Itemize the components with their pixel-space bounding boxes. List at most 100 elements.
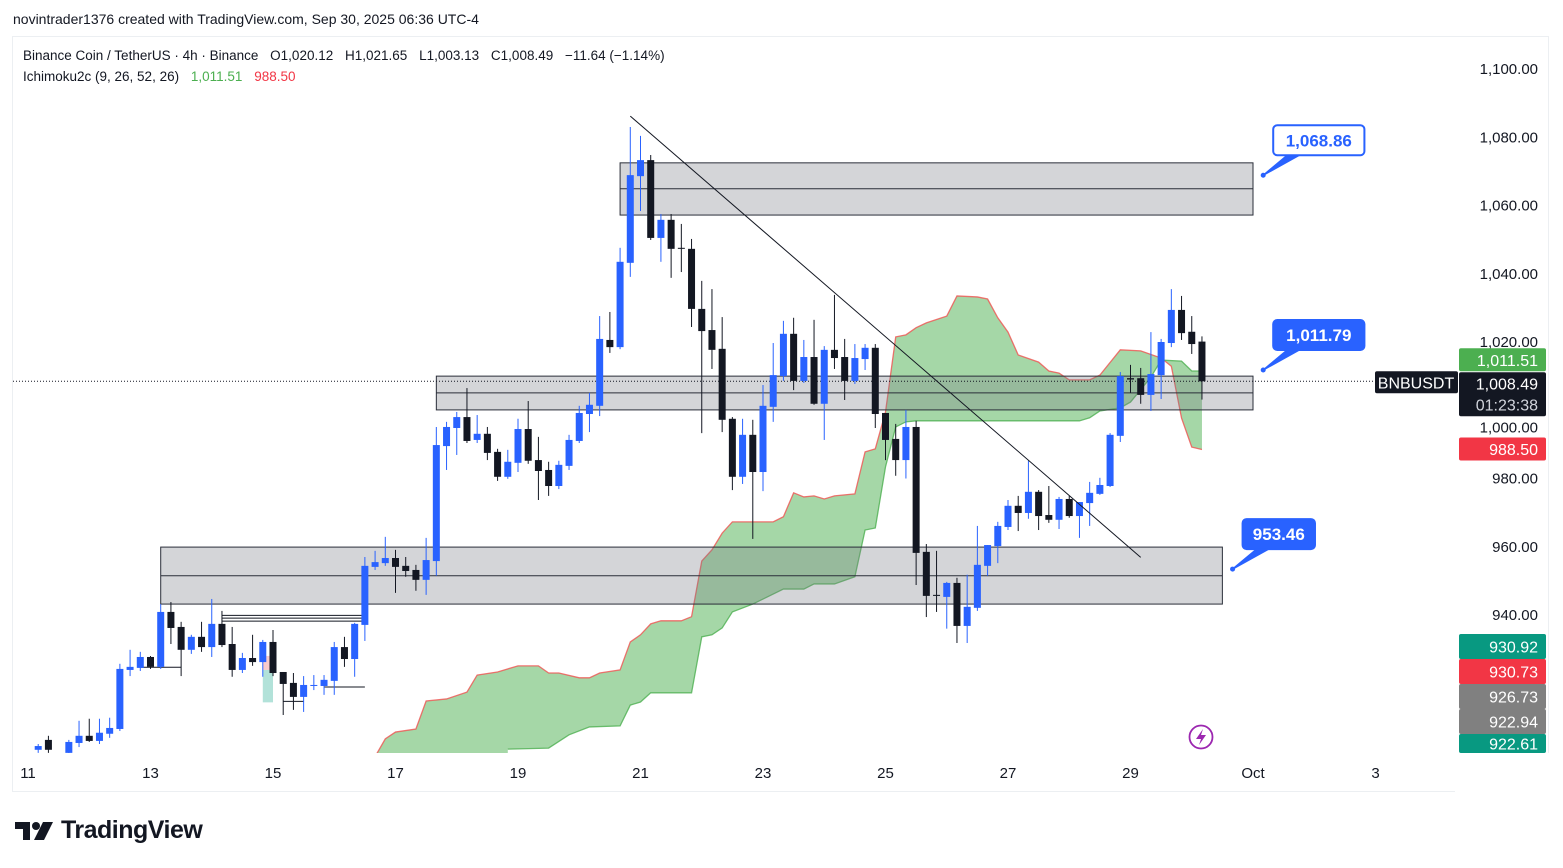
indicator-price-badge[interactable]: 926.73 <box>1459 684 1546 709</box>
candle-down[interactable] <box>412 564 420 591</box>
candle-up[interactable] <box>820 346 828 440</box>
candle-down[interactable] <box>810 319 818 405</box>
candle-up[interactable] <box>34 743 42 753</box>
candle-up[interactable] <box>136 651 144 671</box>
candle-up[interactable] <box>259 639 267 677</box>
candle-up[interactable] <box>75 720 83 748</box>
candle-down[interactable] <box>534 436 542 500</box>
candle-down[interactable] <box>688 238 696 327</box>
indicator-price-badge[interactable]: 922.61 <box>1459 734 1546 754</box>
candle-down[interactable] <box>1188 316 1196 354</box>
candle-down[interactable] <box>882 412 889 461</box>
candle-up[interactable] <box>861 344 869 370</box>
candle-down[interactable] <box>269 630 277 677</box>
candle-up[interactable] <box>994 521 1002 564</box>
time-axis[interactable]: 11 13 15 17 19 21 23 25 27 29 Oct 3 <box>20 765 1379 782</box>
candle-up[interactable] <box>432 426 440 576</box>
candle-down[interactable] <box>167 602 175 645</box>
candle-up[interactable] <box>320 675 328 695</box>
tradingview-logo[interactable]: TradingView <box>15 816 203 845</box>
candle-up[interactable] <box>443 421 451 470</box>
candle-down[interactable] <box>340 636 348 667</box>
candle-up[interactable] <box>739 418 747 484</box>
candle-up[interactable] <box>361 556 369 641</box>
candle-up[interactable] <box>126 649 134 677</box>
indicator-price-badge[interactable]: 930.92 <box>1459 634 1546 659</box>
candle-down[interactable] <box>85 718 93 742</box>
lightning-icon[interactable] <box>1188 724 1214 750</box>
price-badge[interactable]: 1,011.51 <box>1459 348 1546 372</box>
candle-down[interactable] <box>1137 367 1145 404</box>
candle-up[interactable] <box>575 405 583 444</box>
candle-down[interactable] <box>177 621 185 677</box>
candle-down[interactable] <box>647 154 655 240</box>
candle-down[interactable] <box>1035 490 1043 531</box>
candle-down[interactable] <box>790 317 798 391</box>
price-callout[interactable]: 953.46 <box>1230 518 1316 572</box>
trendline[interactable] <box>629 115 1142 558</box>
candle-up[interactable] <box>1024 460 1032 519</box>
candle-up[interactable] <box>759 384 767 492</box>
candle-down[interactable] <box>44 735 52 753</box>
candle-down[interactable] <box>912 420 920 585</box>
candle-up[interactable] <box>381 536 389 566</box>
plot-area[interactable] <box>13 115 1455 760</box>
candle-down[interactable] <box>667 214 675 278</box>
candle-down[interactable] <box>494 448 502 481</box>
candle-up[interactable] <box>1147 332 1155 411</box>
candle-up[interactable] <box>1086 481 1094 526</box>
candle-up[interactable] <box>208 598 216 657</box>
candle-up[interactable] <box>157 604 165 669</box>
candle-up[interactable] <box>453 411 461 455</box>
candle-up[interactable] <box>1167 289 1175 348</box>
candle-up[interactable] <box>800 339 808 383</box>
candle-up[interactable] <box>555 460 563 490</box>
candle-down[interactable] <box>749 419 757 539</box>
candle-up[interactable] <box>1106 433 1114 488</box>
candle-up[interactable] <box>851 344 859 384</box>
candle-up[interactable] <box>565 434 573 470</box>
candle-down[interactable] <box>922 544 930 618</box>
candle-up[interactable] <box>637 135 644 211</box>
candle-down[interactable] <box>198 621 206 652</box>
price-badge[interactable]: 988.50 <box>1459 437 1546 461</box>
candle-up[interactable] <box>596 316 604 417</box>
candle-up[interactable] <box>1055 496 1063 530</box>
candle-up[interactable] <box>1004 499 1012 531</box>
candle-up[interactable] <box>657 214 665 262</box>
candle-up[interactable] <box>351 622 359 677</box>
candle-down[interactable] <box>1065 495 1073 518</box>
candle-down[interactable] <box>524 401 532 464</box>
candle-down[interactable] <box>289 673 297 710</box>
candle-up[interactable] <box>514 418 522 473</box>
candle-down[interactable] <box>463 388 471 444</box>
candle-up[interactable] <box>310 675 318 691</box>
candle-up[interactable] <box>973 525 981 611</box>
symbol-tag[interactable]: BNBUSDT <box>1375 371 1458 394</box>
candle-down[interactable] <box>728 417 736 491</box>
candle-up[interactable] <box>371 550 379 570</box>
candle-up[interactable] <box>238 652 246 674</box>
candle-down[interactable] <box>892 423 900 476</box>
candle-down[interactable] <box>606 311 614 353</box>
candle-down[interactable] <box>1045 486 1053 523</box>
symbol-name[interactable]: Binance Coin / TetherUS · 4h · Binance <box>23 48 259 63</box>
candle-up[interactable] <box>65 739 73 755</box>
candle-up[interactable] <box>963 574 971 643</box>
candle-down[interactable] <box>698 280 706 434</box>
candle-down[interactable] <box>933 550 941 612</box>
candle-down[interactable] <box>718 317 726 433</box>
candle-down[interactable] <box>147 655 154 669</box>
indicator-price-badge[interactable]: 930.73 <box>1459 659 1546 684</box>
candle-down[interactable] <box>483 426 491 461</box>
candle-up[interactable] <box>95 718 103 744</box>
candle-up[interactable] <box>422 537 430 595</box>
indicator-legend-row[interactable]: Ichimoku2c (9, 26, 52, 26) 1,011.51 988.… <box>23 66 665 87</box>
candle-up[interactable] <box>1116 372 1124 442</box>
candle-up[interactable] <box>1096 477 1104 495</box>
candle-down[interactable] <box>1127 364 1134 393</box>
candle-down[interactable] <box>708 289 716 369</box>
candle-down[interactable] <box>1198 336 1206 400</box>
candle-up[interactable] <box>116 663 124 732</box>
candle-up[interactable] <box>984 545 992 576</box>
